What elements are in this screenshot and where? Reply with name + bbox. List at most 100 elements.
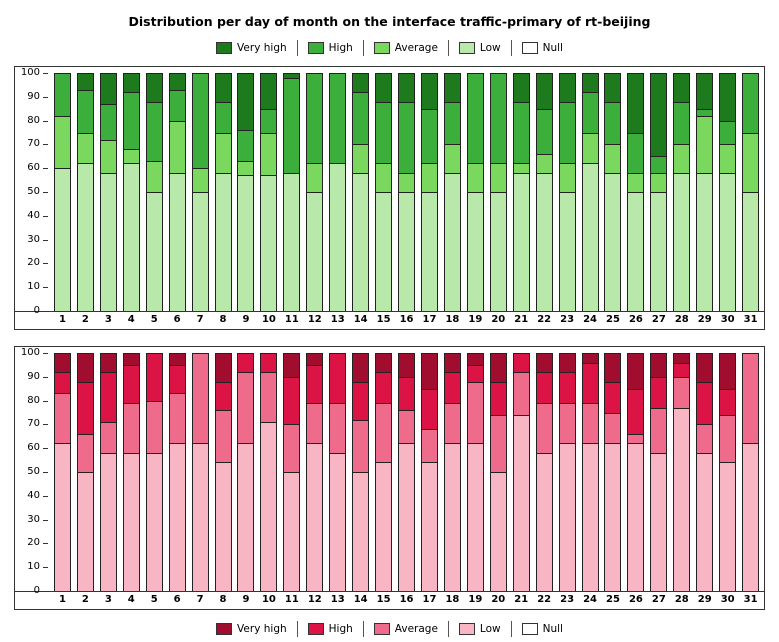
- segment-low: [145, 192, 163, 311]
- segment-high: [375, 372, 393, 403]
- y-tick-mark: [43, 287, 48, 289]
- bar-slot-day-2: [74, 73, 97, 311]
- segment-high: [420, 388, 438, 430]
- segment-high: [673, 101, 691, 145]
- segment-average: [742, 132, 760, 192]
- segment-very-high: [627, 353, 645, 389]
- segment-very-high: [214, 353, 232, 382]
- green-plot-area: [49, 73, 764, 311]
- segment-low: [214, 172, 232, 311]
- segment-very-high: [352, 353, 370, 382]
- segment-low: [76, 163, 94, 311]
- x-tick-label-17: 17: [422, 314, 437, 325]
- bar-slot-day-8: [212, 353, 235, 591]
- x-tick-label-6: 6: [173, 594, 181, 605]
- bar-slot-day-1: [51, 73, 74, 311]
- bar-slot-day-25: [602, 73, 625, 311]
- stacked-bar-day-4: [122, 353, 140, 591]
- segment-very-high: [627, 73, 645, 133]
- x-tick-label-5: 5: [150, 314, 158, 325]
- stacked-bar-day-17: [420, 73, 438, 311]
- segment-low: [719, 462, 737, 591]
- x-tick-label-21: 21: [514, 594, 529, 605]
- bar-slot-day-19: [464, 73, 487, 311]
- x-tick-label-19: 19: [468, 314, 483, 325]
- stacked-bar-day-22: [535, 353, 553, 591]
- stacked-bar-day-3: [99, 73, 117, 311]
- segment-average: [191, 168, 209, 192]
- legend-label-high: High: [328, 623, 353, 635]
- stacked-bar-day-17: [420, 353, 438, 591]
- stacked-bar-day-10: [260, 73, 278, 311]
- segment-very-high: [420, 73, 438, 109]
- stacked-bar-day-18: [443, 73, 461, 311]
- segment-average: [168, 120, 186, 173]
- segment-high: [719, 388, 737, 415]
- stacked-bar-day-2: [76, 353, 94, 591]
- bar-slot-day-28: [670, 353, 693, 591]
- x-tick-label-16: 16: [399, 594, 414, 605]
- segment-very-high: [604, 73, 622, 102]
- segment-high: [283, 376, 301, 425]
- segment-low: [719, 172, 737, 311]
- segment-low: [443, 172, 461, 311]
- bar-slot-day-6: [166, 353, 189, 591]
- x-tick-label-2: 2: [81, 594, 89, 605]
- x-tick-label-7: 7: [196, 594, 204, 605]
- segment-low: [696, 452, 714, 591]
- x-tick-label-31: 31: [743, 314, 758, 325]
- segment-low: [581, 163, 599, 311]
- x-tick-label-20: 20: [491, 314, 506, 325]
- segment-very-high: [443, 353, 461, 373]
- segment-average: [76, 433, 94, 472]
- x-tick-label-30: 30: [720, 594, 735, 605]
- x-tick-label-25: 25: [606, 594, 620, 605]
- x-tick-label-1: 1: [58, 594, 66, 605]
- segment-average: [443, 144, 461, 173]
- x-tick-label-13: 13: [330, 594, 345, 605]
- x-tick-label-31: 31: [743, 594, 758, 605]
- segment-low: [122, 163, 140, 311]
- segment-low: [512, 414, 530, 591]
- x-tick-label-13: 13: [330, 314, 345, 325]
- segment-low: [581, 443, 599, 591]
- stacked-bar-day-7: [191, 73, 209, 311]
- segment-high: [237, 353, 255, 373]
- segment-low: [191, 443, 209, 591]
- segment-very-high: [673, 353, 691, 363]
- segment-very-high: [420, 353, 438, 389]
- bar-slot-day-5: [143, 73, 166, 311]
- segment-high: [558, 372, 576, 403]
- segment-average: [558, 163, 576, 192]
- segment-very-high: [99, 73, 117, 104]
- page-title: Distribution per day of month on the int…: [128, 14, 651, 29]
- y-tick-label-10: 10: [27, 561, 40, 573]
- segment-very-high: [122, 73, 140, 93]
- stacked-bar-day-29: [696, 353, 714, 591]
- stacked-bar-day-27: [650, 353, 668, 591]
- bar-slot-day-22: [533, 353, 556, 591]
- segment-average: [535, 153, 553, 173]
- red-plot-row: 0 10 20 30 40 50 60 70 80 90 100: [15, 347, 764, 596]
- bar-slot-day-21: [510, 353, 533, 591]
- legend-label-very-high: Very high: [237, 623, 287, 635]
- segment-low: [283, 172, 301, 311]
- legend-swatch-null: [521, 42, 538, 54]
- segment-average: [53, 393, 71, 444]
- y-tick-mark: [43, 239, 48, 241]
- green-x-axis: 1 2 3 4 5 6 7 8 9 10 11 12 13 14 15 16 17 18 19 20 21 22 23 24 2…: [15, 311, 764, 329]
- segment-average: [673, 144, 691, 173]
- segment-high: [99, 103, 117, 140]
- stacked-bar-day-13: [329, 353, 347, 591]
- segment-very-high: [352, 73, 370, 93]
- segment-high: [535, 108, 553, 154]
- segment-very-high: [260, 73, 278, 109]
- y-tick-mark: [43, 543, 48, 545]
- bar-slot-day-30: [716, 73, 739, 311]
- segment-very-high: [650, 353, 668, 377]
- y-tick-label-80: 80: [27, 114, 40, 126]
- bar-slot-day-5: [143, 353, 166, 591]
- segment-average: [466, 381, 484, 444]
- x-tick-label-15: 15: [376, 594, 391, 605]
- x-tick-label-2: 2: [81, 314, 89, 325]
